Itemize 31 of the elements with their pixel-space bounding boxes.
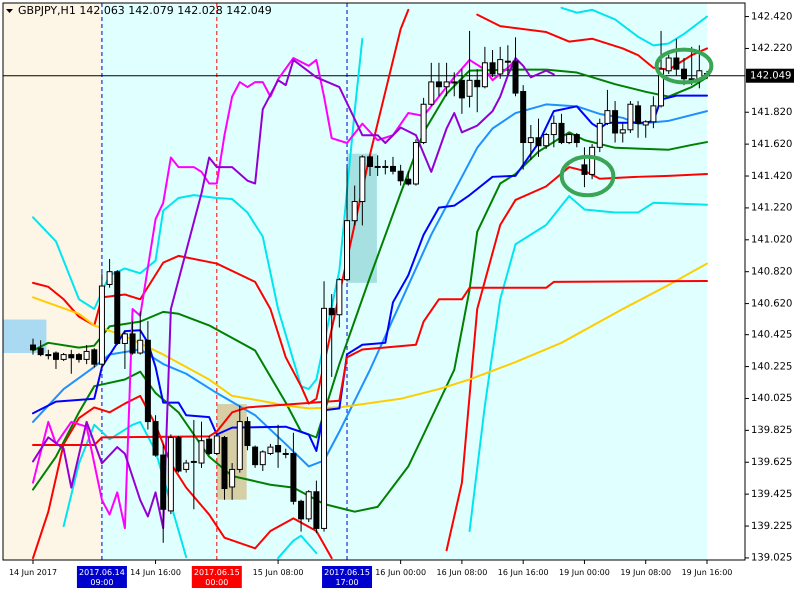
y-tick-label: 140.425 <box>751 329 792 340</box>
x-tick-label: 14 Jun 16:00 <box>130 568 181 577</box>
y-tick-label: 142.420 <box>751 11 792 22</box>
x-tick-label: 2017.06.15 17:00 <box>324 568 370 587</box>
x-tick-label: 2017.06.14 09:00 <box>79 568 125 587</box>
x-tick-label: 15 Jun 08:00 <box>252 568 304 577</box>
y-tick-label: 139.625 <box>751 456 792 468</box>
x-tick-label: 2017.06.15 00:00 <box>194 568 240 587</box>
y-tick-label: 139.425 <box>751 488 792 500</box>
y-tick-label: 141.020 <box>751 234 792 246</box>
y-tick-label: 139.825 <box>751 425 792 436</box>
y-tick-label: 142.220 <box>751 43 792 54</box>
y-tick-label: 139.025 <box>751 552 792 564</box>
x-tick-label: 16 Jun 08:00 <box>436 568 488 577</box>
chart-title: GBPJPY,H1 142.063 142.079 142.028 142.049 <box>18 4 272 17</box>
y-tick-label: 139.225 <box>751 520 792 532</box>
y-tick-label: 140.225 <box>751 361 792 372</box>
y-tick-label: 141.820 <box>751 106 792 118</box>
y-tick-label: 141.220 <box>751 202 792 214</box>
y-tick-label: 140.620 <box>751 298 792 310</box>
x-tick-label: 19 Jun 00:00 <box>559 568 610 577</box>
x-tick-label: 16 Jun 00:00 <box>375 568 426 577</box>
x-tick-label: 16 Jun 16:00 <box>498 568 549 577</box>
x-tick-label: 19 Jun 08:00 <box>620 568 672 577</box>
ref-line-label: 142.049 <box>750 70 792 82</box>
y-tick-label: 141.620 <box>751 138 792 150</box>
y-tick-label: 140.025 <box>751 393 792 404</box>
x-tick-label: 19 Jun 16:00 <box>682 568 732 577</box>
y-tick-label: 140.820 <box>751 266 792 278</box>
y-tick-label: 141.420 <box>751 170 792 182</box>
x-tick-label: 14 Jun 2017 <box>8 568 58 577</box>
